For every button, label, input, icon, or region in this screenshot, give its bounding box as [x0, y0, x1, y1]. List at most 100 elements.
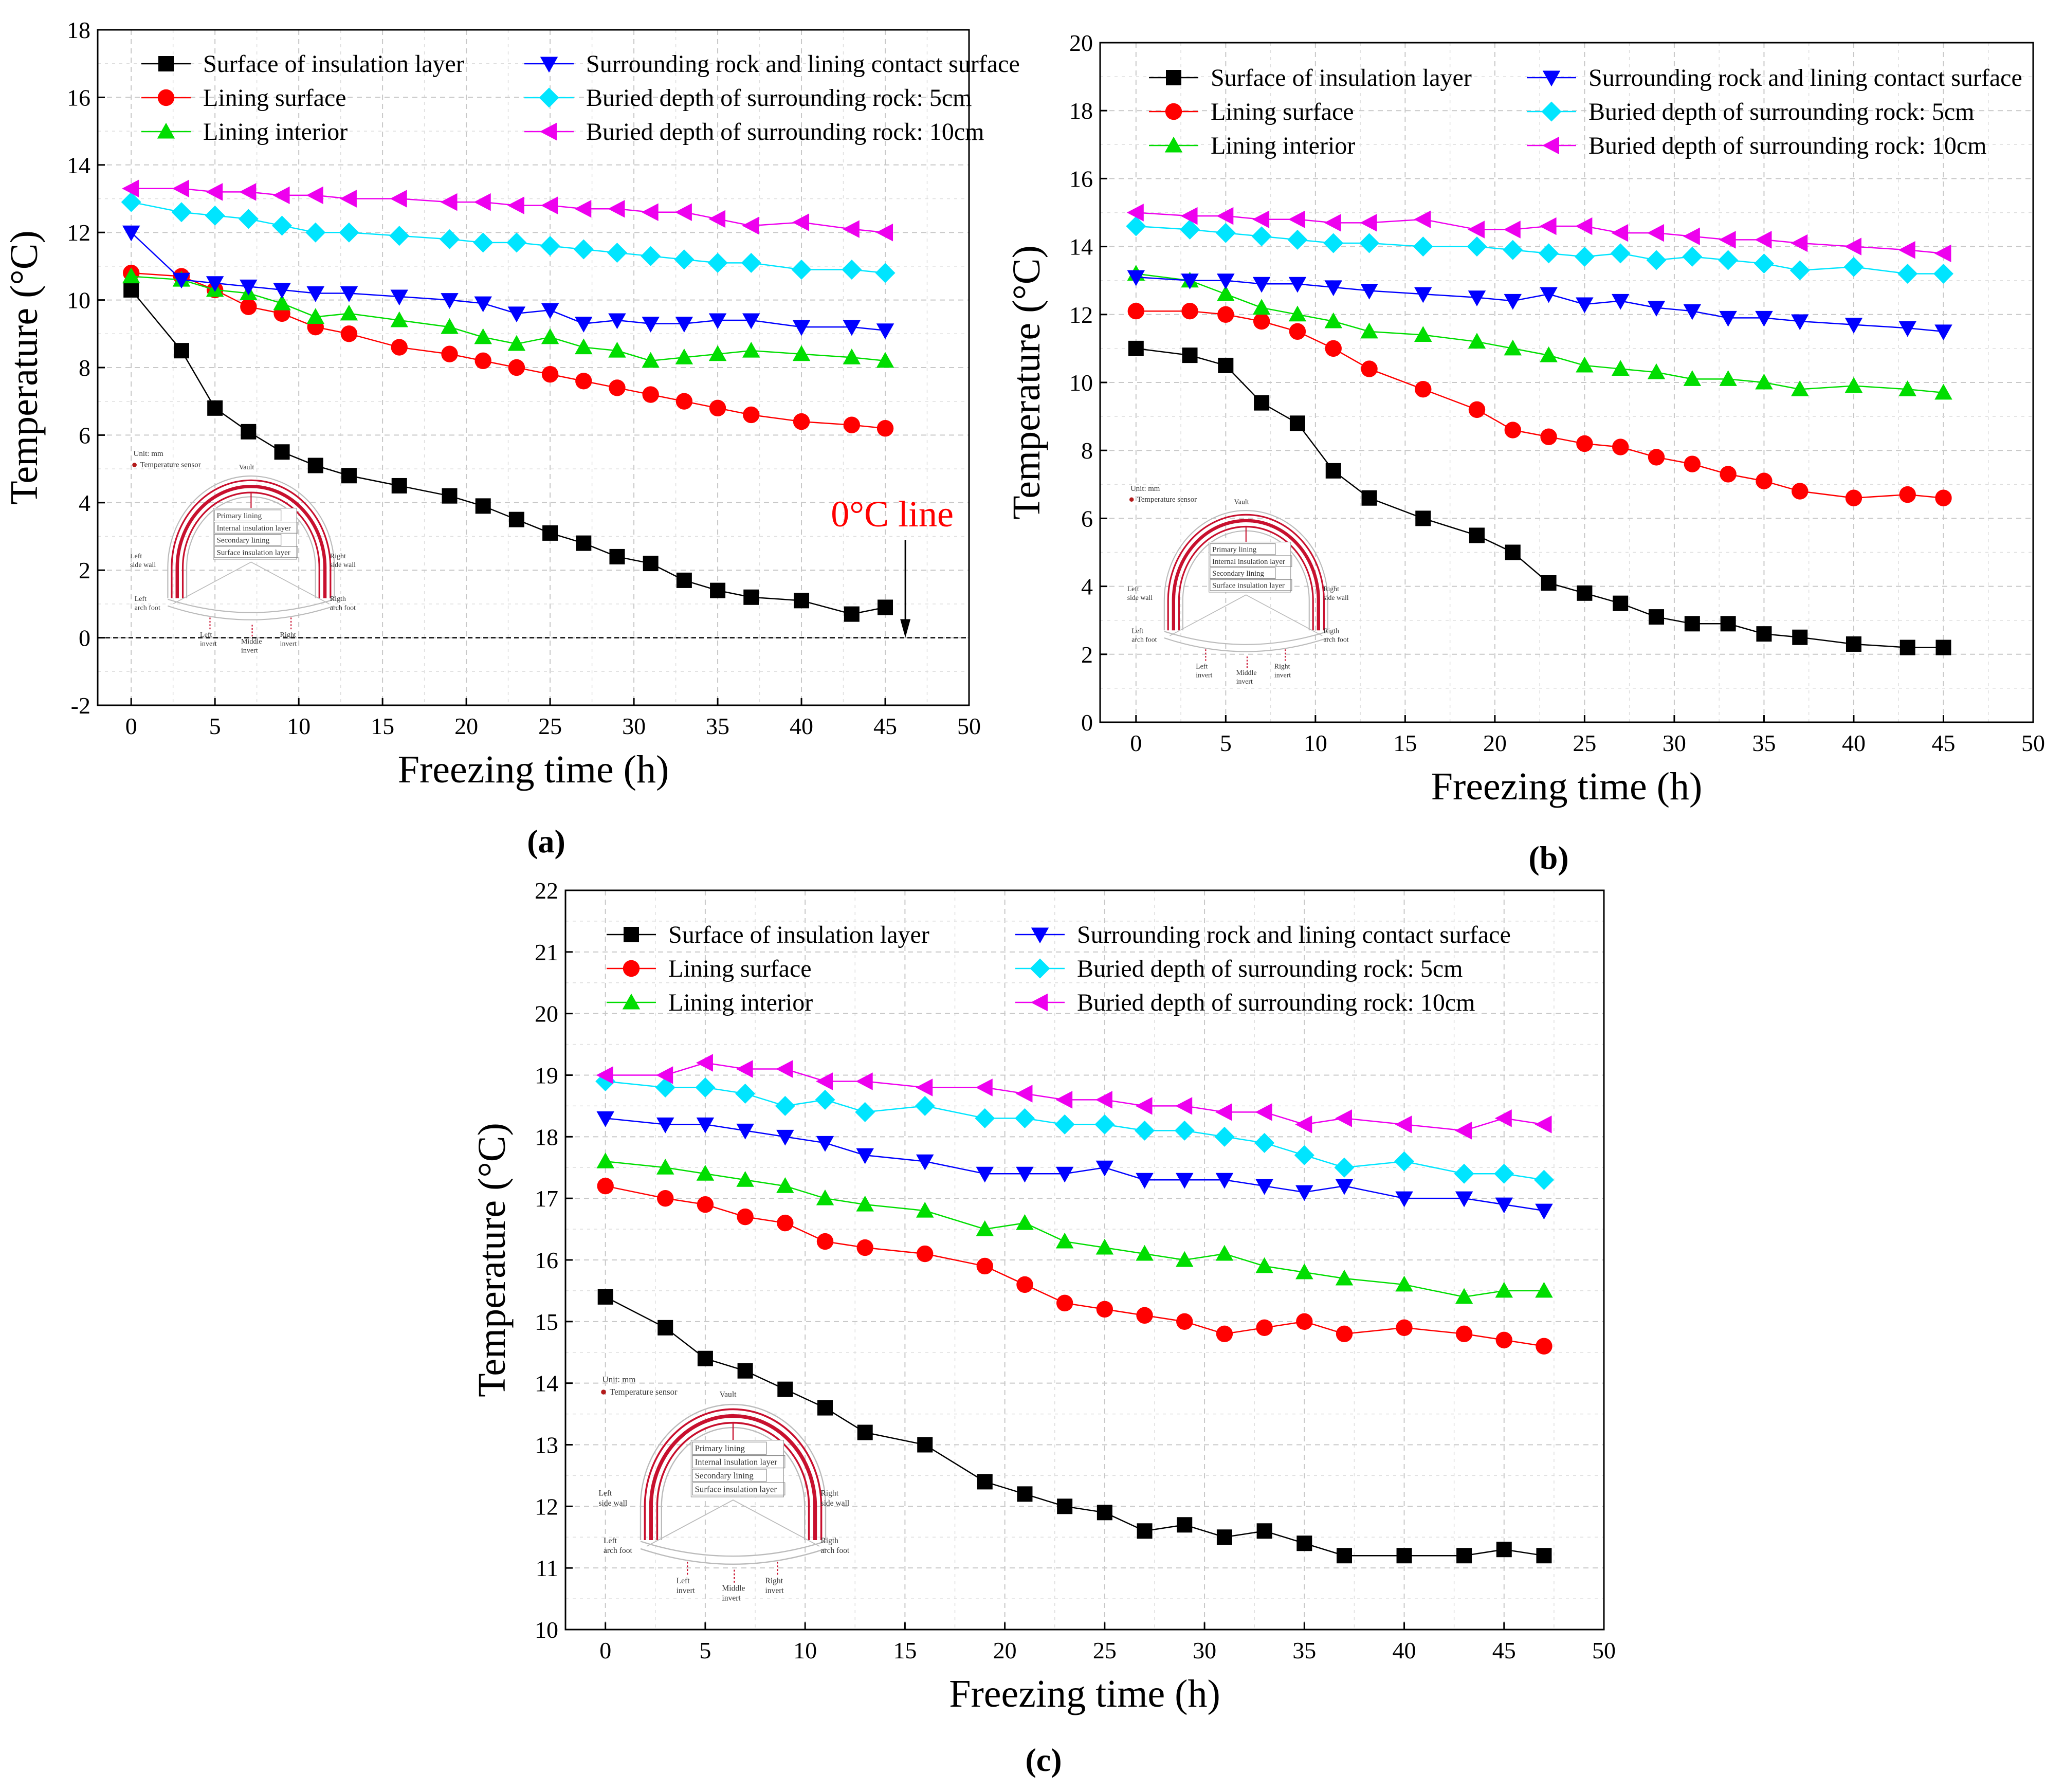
data-point	[1323, 233, 1344, 253]
data-point	[1395, 1191, 1413, 1208]
data-point	[474, 328, 492, 344]
data-point	[696, 1117, 715, 1133]
data-point	[1396, 1319, 1413, 1337]
data-point	[1097, 1505, 1112, 1521]
data-point	[1252, 277, 1271, 293]
data-point	[122, 267, 140, 284]
data-point	[1414, 326, 1432, 342]
inset-middle-invert-label: Middle	[722, 1584, 745, 1593]
data-point	[776, 1129, 794, 1146]
inset-arch-ring	[656, 1421, 810, 1540]
inset-left-invert-label: Left	[1196, 662, 1208, 670]
data-point	[1255, 1103, 1272, 1121]
data-point	[916, 1154, 934, 1171]
data-point	[1454, 1163, 1474, 1184]
data-point	[1789, 260, 1810, 281]
legend-marker	[1166, 70, 1181, 85]
annotation-arrow-head	[900, 619, 911, 638]
data-point	[1844, 318, 1863, 334]
inset-layer-box	[692, 1455, 786, 1469]
data-point	[656, 1159, 674, 1175]
data-point	[1935, 639, 1951, 655]
inset-middle-invert-label: Middle	[241, 637, 262, 646]
y-tick-label: 12	[535, 1493, 558, 1520]
data-point	[1335, 1109, 1352, 1127]
x-tick-label: 0	[125, 713, 137, 739]
data-point	[776, 1060, 793, 1078]
inset-unit-label: Unit: mm	[602, 1375, 636, 1384]
zero-line-annotation: 0°C line	[831, 493, 954, 535]
legend-label: Lining surface	[1211, 98, 1354, 125]
inset-right-side-wall-label: Right	[1323, 585, 1339, 593]
data-point	[707, 252, 728, 273]
data-point	[1415, 381, 1432, 398]
x-axis-title: Freezing time (h)	[949, 1672, 1220, 1715]
x-tick-label: 10	[287, 713, 310, 739]
inset-layer-label: Primary lining	[216, 512, 262, 520]
inset-right-side-wall-label: side wall	[820, 1499, 850, 1508]
data-point	[573, 239, 594, 260]
data-point	[507, 196, 524, 214]
data-point	[306, 286, 324, 302]
panel-label: (c)	[1025, 1742, 1062, 1778]
data-point	[1181, 302, 1198, 320]
data-point	[474, 296, 492, 313]
data-point	[540, 235, 560, 256]
data-point	[1456, 1548, 1472, 1564]
data-point	[1127, 302, 1145, 320]
x-tick-label: 10	[1304, 730, 1327, 756]
data-point	[1360, 322, 1378, 339]
data-point	[1215, 1103, 1232, 1121]
y-tick-label: 13	[535, 1432, 558, 1458]
inset-right-invert-label: Right	[1274, 662, 1290, 670]
series-2	[1127, 302, 1952, 506]
data-point	[1174, 1120, 1195, 1141]
data-point	[307, 458, 323, 473]
data-point	[1503, 240, 1523, 260]
legend-marker	[1542, 70, 1561, 87]
data-point	[674, 249, 695, 270]
data-point	[791, 259, 812, 280]
inset-left-arch-foot-label: Left	[604, 1537, 617, 1545]
data-point	[508, 359, 525, 376]
inset-layer-box	[214, 522, 298, 534]
data-point	[876, 352, 894, 368]
data-point	[1057, 1498, 1073, 1514]
inset-invert	[168, 598, 335, 613]
data-point	[1611, 224, 1629, 242]
data-point	[306, 308, 324, 324]
legend-label: Buried depth of surrounding rock: 10cm	[1588, 132, 1987, 159]
data-point	[1360, 284, 1378, 300]
inset-middle-invert-label: Middle	[1236, 669, 1257, 676]
data-point	[1251, 226, 1272, 247]
data-point	[506, 232, 527, 253]
data-point	[815, 1089, 835, 1110]
data-point	[977, 1474, 993, 1490]
data-point	[575, 338, 593, 355]
y-tick-label: 16	[535, 1247, 558, 1273]
y-tick-label: 18	[1069, 98, 1093, 124]
inset-left-side-wall-label: side wall	[598, 1499, 628, 1508]
tunnel-inset: Unit: mm Temperature sensor Vault Primary l…	[1127, 485, 1349, 685]
inset-left-arch-foot-label: Left	[1131, 627, 1143, 635]
data-point	[1898, 380, 1916, 396]
inset-layer-label: Primary lining	[1212, 546, 1257, 554]
inset-arch-ring	[1178, 525, 1314, 631]
legend-label: Surrounding rock and lining contact surf…	[1588, 64, 2022, 92]
data-point	[542, 525, 558, 541]
data-point	[1792, 483, 1809, 500]
data-point	[473, 232, 494, 253]
data-point	[842, 220, 860, 238]
data-point	[576, 535, 592, 551]
data-point	[1719, 370, 1737, 386]
data-point	[697, 1196, 714, 1213]
data-point	[1095, 1091, 1112, 1109]
legend-label: Buried depth of surrounding rock: 10cm	[1077, 989, 1475, 1016]
data-point	[842, 259, 862, 280]
data-point	[695, 1077, 716, 1098]
data-point	[642, 317, 660, 333]
data-point	[1288, 305, 1307, 322]
inset-invert	[1164, 631, 1328, 645]
x-tick-label: 40	[790, 713, 813, 739]
data-point	[1055, 1166, 1074, 1183]
